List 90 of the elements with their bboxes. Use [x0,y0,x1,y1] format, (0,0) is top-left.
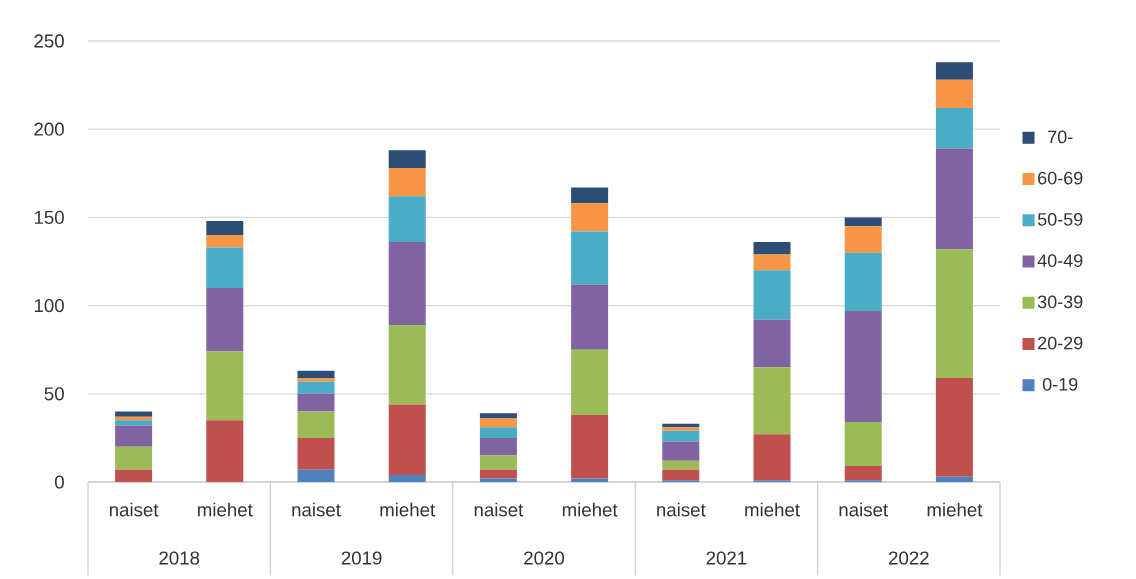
bar [479,413,517,419]
x-tick-label: miehet [745,502,800,517]
bar [479,455,517,470]
y-tick-label: 0 [54,475,64,489]
bar [935,108,973,149]
bar [388,404,426,475]
bar [297,370,335,378]
bar [206,287,244,352]
text: 2020 [524,551,565,565]
text: 2022 [888,551,929,565]
bar [753,367,791,435]
x-tick-label: miehet [927,502,983,517]
bar [753,319,791,368]
x-tick-label: naiset [657,502,706,517]
y-tick-label: 250 [34,34,64,48]
bar [115,420,153,426]
bar [206,351,244,421]
y-tick-label: 150 [34,210,64,225]
bar [571,231,609,285]
bar [206,420,244,482]
y-tick-label: 100 [34,298,64,313]
text: 2021 [706,551,747,565]
bar [115,425,153,447]
bar [115,469,153,482]
bar [388,474,426,482]
bar [297,437,335,470]
bar [479,427,517,438]
bar [753,270,791,320]
x-tick-label: naiset [839,502,888,517]
legend-label: 0-19 [1042,377,1078,391]
legend-label: 50-59 [1037,212,1083,226]
bar [844,226,882,253]
legend-label: 40-49 [1037,254,1083,267]
bar [935,148,973,250]
y-tick-label: 50 [44,387,64,401]
bar [935,476,973,482]
bar [935,249,973,378]
legend-label: 60-69 [1038,171,1083,185]
bar [388,150,426,169]
bar [662,427,700,431]
bar [297,411,335,438]
bar [571,349,609,415]
legend-label: 20-29 [1038,336,1083,350]
bar [479,437,517,456]
x-tick-label: miehet [198,502,253,517]
bar [571,284,609,350]
bar [297,381,335,394]
bar [388,325,426,405]
bar [571,187,609,204]
bar [844,466,882,481]
bar [844,217,882,227]
bar [753,434,791,481]
bar [479,469,517,479]
x-tick-label: naiset [109,502,159,517]
bar [935,79,973,109]
x-tick-label: naiset [292,502,341,517]
bar [206,220,244,236]
bar [662,430,700,442]
bar [297,469,335,482]
bar [571,203,609,232]
bar [844,252,882,311]
legend-label: 70- [1048,130,1073,144]
x-tick-label: miehet [562,502,618,517]
bar [844,422,882,467]
bar [844,310,882,423]
legend-label: 30-39 [1037,295,1083,309]
bar [479,418,517,428]
bar [753,254,791,271]
bar [571,478,609,482]
text: 2018 [159,551,200,565]
bar [388,242,426,325]
bar [206,235,244,248]
bar [388,168,426,197]
bar [662,460,700,470]
bar [935,62,973,80]
bar [206,247,244,288]
bar [935,377,973,477]
bar [115,446,153,470]
x-tick-label: naiset [474,502,524,517]
y-tick-label: 200 [34,122,64,136]
x-tick-label: miehet [380,502,436,517]
bar [662,441,700,461]
bar [662,469,700,481]
bar [388,196,426,243]
bar [297,393,335,412]
bar [479,478,517,482]
bar [753,242,791,255]
bar [571,414,609,479]
bar [115,411,153,417]
text: 2019 [341,551,382,565]
